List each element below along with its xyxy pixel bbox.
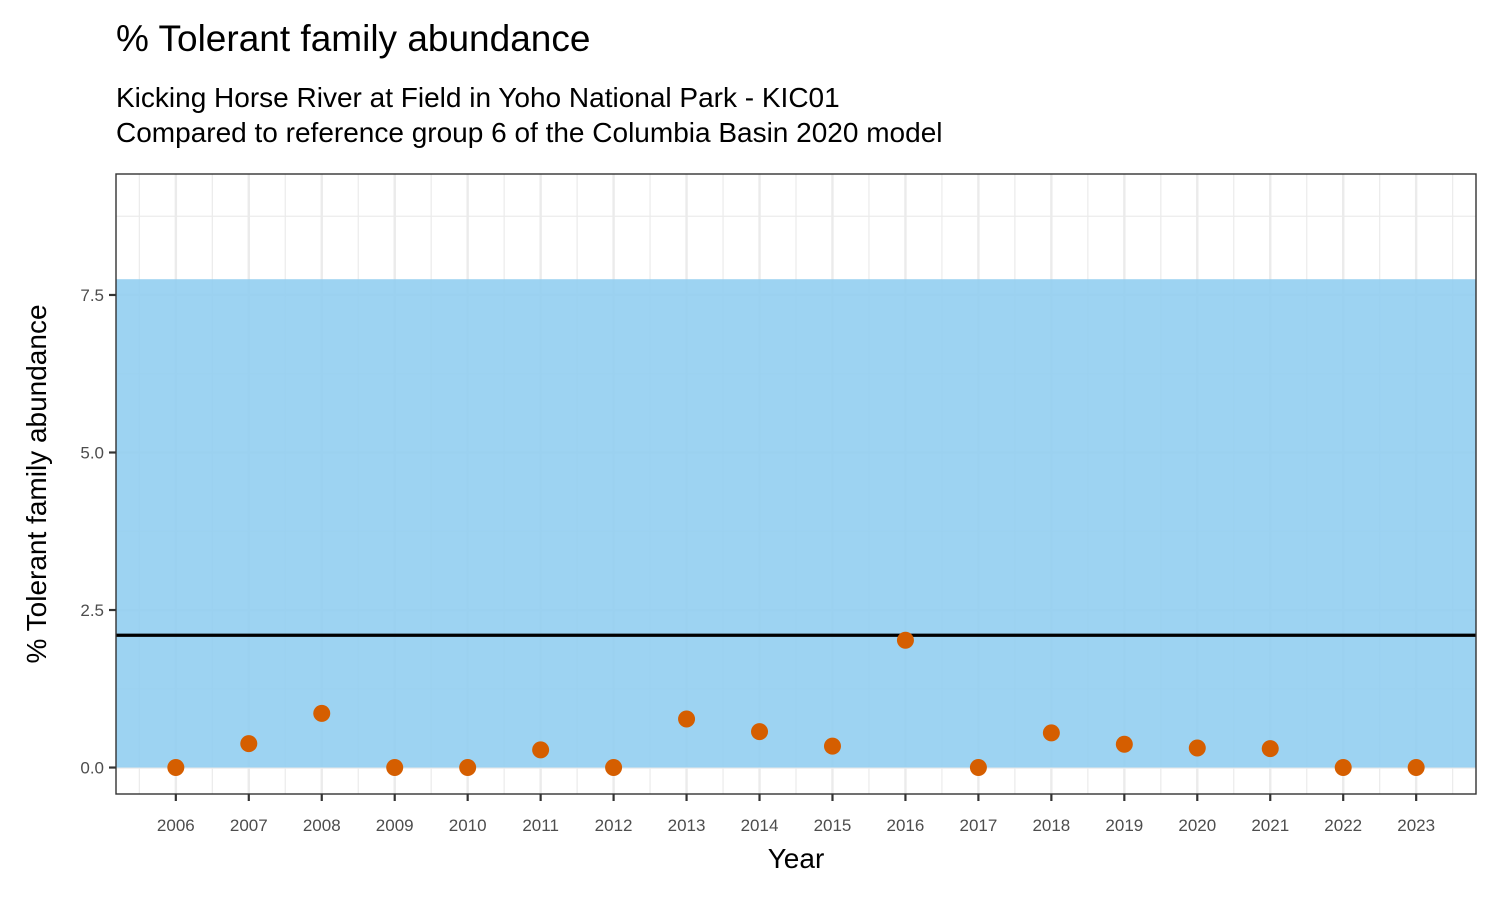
y-axis: 0.0 2.5 5.0 7.5 (80, 286, 116, 778)
x-tick-label: 2021 (1251, 816, 1289, 835)
y-tick-label: 2.5 (80, 601, 104, 620)
data-point (386, 759, 404, 777)
chart-title: % Tolerant family abundance (116, 18, 591, 59)
y-tick-label: 5.0 (80, 443, 104, 462)
x-tick-label: 2011 (522, 816, 559, 835)
data-point (678, 710, 696, 728)
y-tick-label: 7.5 (80, 286, 104, 305)
data-point (167, 759, 185, 777)
x-tick-label: 2006 (157, 816, 195, 835)
chart-subtitle-line-2: Compared to reference group 6 of the Col… (116, 117, 943, 148)
x-tick-label: 2017 (959, 816, 997, 835)
x-tick-label: 2015 (814, 816, 852, 835)
x-tick-label: 2012 (595, 816, 633, 835)
x-tick-label: 2008 (303, 816, 341, 835)
reference-band (116, 279, 1476, 768)
x-tick-label: 2007 (230, 816, 268, 835)
plot-border (115, 173, 1477, 795)
data-point (532, 741, 550, 759)
x-tick-label: 2016 (887, 816, 925, 835)
data-point (605, 759, 623, 777)
x-tick-label: 2023 (1397, 816, 1435, 835)
data-point (969, 759, 987, 777)
data-point (1334, 759, 1352, 777)
y-axis-title: % Tolerant family abundance (21, 304, 52, 663)
x-tick-label: 2014 (741, 816, 779, 835)
data-point (823, 737, 841, 755)
panel-border (115, 173, 1477, 795)
x-tick-label: 2019 (1105, 816, 1143, 835)
chart-subtitle-line-1: Kicking Horse River at Field in Yoho Nat… (116, 82, 840, 113)
data-point (1115, 735, 1133, 753)
data-point (751, 723, 769, 741)
x-tick-label: 2020 (1178, 816, 1216, 835)
x-tick-label: 2018 (1032, 816, 1070, 835)
data-point (459, 759, 477, 777)
data-point (240, 735, 258, 753)
y-tick-label: 0.0 (80, 759, 104, 778)
data-point (1407, 759, 1425, 777)
x-axis: 2006 2007 2008 2009 2010 2011 2012 2013 2014 2015… (157, 794, 1435, 835)
data-point (313, 704, 331, 722)
reference-range-band (116, 279, 1476, 768)
data-point (1042, 724, 1060, 742)
data-point (1188, 739, 1206, 757)
x-tick-label: 2022 (1324, 816, 1362, 835)
data-points (167, 631, 1425, 777)
x-tick-label: 2010 (449, 816, 487, 835)
data-point (1261, 740, 1279, 758)
x-tick-label: 2013 (668, 816, 706, 835)
x-axis-title: Year (768, 843, 825, 874)
data-point (896, 631, 914, 649)
x-tick-label: 2009 (376, 816, 414, 835)
